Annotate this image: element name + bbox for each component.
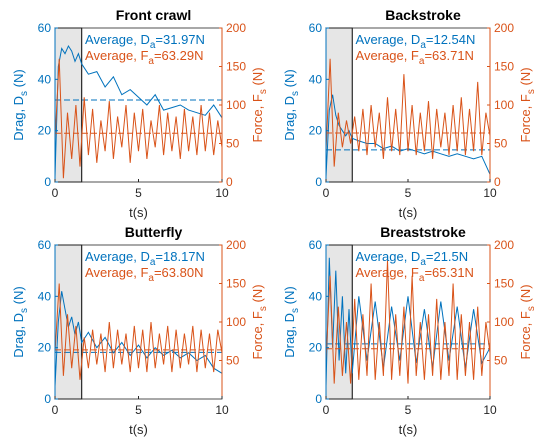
y-right-tick-label: 50 [494,137,508,151]
y-left-tick-label: 0 [315,392,322,406]
series-force-line [325,260,491,384]
x-tick-label: 10 [483,403,497,417]
y-right-axis-label: Force, Fs (N) [518,284,537,359]
x-tick-label: 0 [323,186,330,200]
x-tick-label: 5 [135,403,142,417]
y-right-tick-label: 200 [226,238,246,252]
y-right-tick-label: 100 [226,315,246,329]
x-tick-label: 5 [405,186,412,200]
x-tick-label: 10 [215,186,229,200]
y-left-axis-label: Drag, Ds (N) [282,286,301,357]
y-left-tick-label: 0 [44,392,51,406]
y-right-tick-label: 200 [226,21,246,35]
y-right-tick-label: 100 [494,315,514,329]
x-axis-label: t(s) [129,205,148,220]
y-right-tick-label: 150 [226,60,246,74]
y-left-tick-label: 0 [315,175,322,189]
series-drag-line [54,44,223,177]
y-right-axis-label: Force, Fs (N) [518,67,537,142]
x-axis-label: t(s) [399,422,418,437]
y-left-tick-label: 20 [38,341,52,355]
subplot-title: Breaststroke [380,224,466,240]
y-right-tick-label: 50 [226,354,240,368]
y-left-tick-label: 20 [309,124,323,138]
y-right-tick-label: 150 [494,60,514,74]
y-left-tick-label: 60 [309,238,323,252]
y-right-axis-label: Force, Fs (N) [250,67,269,142]
x-tick-label: 10 [483,186,497,200]
y-right-tick-label: 200 [494,238,514,252]
y-right-tick-label: 150 [494,277,514,291]
y-left-tick-label: 40 [38,72,52,86]
x-tick-label: 5 [405,403,412,417]
subplot-title: Backstroke [385,7,461,23]
y-right-tick-label: 150 [226,277,246,291]
y-left-tick-label: 60 [38,21,52,35]
x-axis-label: t(s) [129,422,148,437]
y-right-tick-label: 50 [226,137,240,151]
legend-average-drag: Average, Da=21.5N [356,249,469,268]
shaded-region [54,27,83,183]
series-force-line [54,283,223,380]
x-tick-label: 0 [323,403,330,417]
y-left-tick-label: 40 [309,289,323,303]
legend-average-drag: Average, Da=18.17N [85,249,205,268]
y-left-axis-label: Drag, Ds (N) [11,286,30,357]
x-tick-label: 0 [52,403,59,417]
series-drag-line [325,257,491,387]
subplot-title: Butterfly [125,224,183,240]
legend-average-force: Average, Fa=63.80N [85,265,203,284]
y-left-tick-label: 20 [38,124,52,138]
y-right-tick-label: 200 [494,21,514,35]
y-left-tick-label: 40 [309,72,323,86]
legend-average-force: Average, Fa=63.71N [356,48,474,67]
x-tick-label: 10 [215,403,229,417]
y-right-tick-label: 0 [494,175,501,189]
y-left-axis-label: Drag, Ds (N) [282,69,301,140]
y-right-tick-label: 100 [226,98,246,112]
legend-average-force: Average, Fa=65.31N [356,265,474,284]
subplot-1: 0 5 100204060050100150200Backstroket(s)Dra… [282,7,537,220]
subplot-title: Front crawl [116,7,191,23]
y-left-tick-label: 40 [38,289,52,303]
y-left-tick-label: 20 [309,341,323,355]
x-axis-label: t(s) [399,205,418,220]
legend-average-force: Average, Fa=63.29N [85,48,203,67]
legend-average-drag: Average, Da=31.97N [85,32,205,51]
y-right-axis-label: Force, Fs (N) [250,284,269,359]
y-right-tick-label: 0 [226,175,233,189]
x-tick-label: 0 [52,186,59,200]
x-tick-label: 5 [135,186,142,200]
legend-average-drag: Average, Da=12.54N [356,32,476,51]
series-force-line [54,58,223,179]
y-left-tick-label: 60 [38,238,52,252]
y-left-tick-label: 0 [44,175,51,189]
y-right-tick-label: 100 [494,98,514,112]
y-left-tick-label: 60 [309,21,323,35]
y-left-axis-label: Drag, Ds (N) [11,69,30,140]
subplot-2: 0 5 10020406050100150200Butterflyt(s)Drag,… [11,224,269,437]
y-right-tick-label: 50 [494,354,508,368]
series-force-line [325,58,491,167]
subplot-3: 0 5 10020406050100150200Breaststroket(s)Dr… [282,224,537,437]
